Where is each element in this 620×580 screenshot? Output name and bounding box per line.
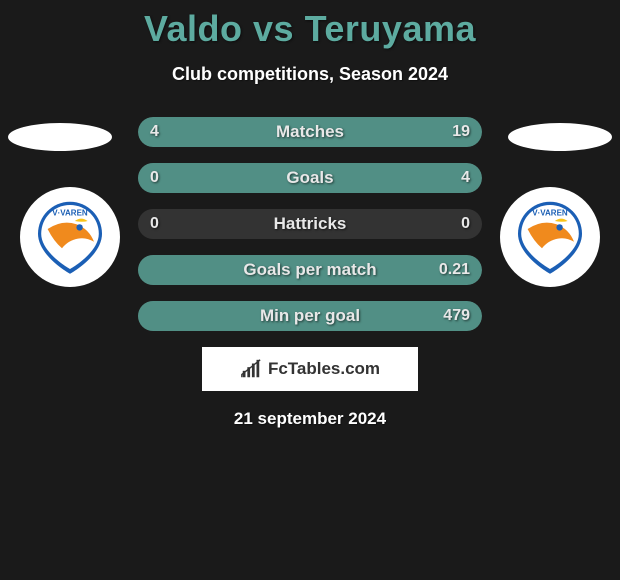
stat-label: Goals: [138, 163, 482, 193]
comparison-content: V·VAREN V·VAREN Matches419Goals04Hattric…: [0, 117, 620, 429]
stat-row: Hattricks0 0: [138, 209, 482, 239]
player-shadow-left: [8, 123, 112, 151]
stat-row: Matches4 19: [138, 117, 482, 147]
team-badge-right: V·VAREN: [500, 187, 600, 287]
footer-date: 21 september 2024: [0, 409, 620, 429]
stat-value-right: 479: [443, 301, 470, 331]
stat-label: Min per goal: [138, 301, 482, 331]
svg-text:V·VAREN: V·VAREN: [52, 208, 88, 217]
subtitle: Club competitions, Season 2024: [0, 64, 620, 85]
stat-value-left: 0: [150, 209, 159, 239]
stat-value-right: 4: [461, 163, 470, 193]
svg-text:V·VAREN: V·VAREN: [532, 208, 568, 217]
stat-row: Goals per match0.21: [138, 255, 482, 285]
stat-label: Goals per match: [138, 255, 482, 285]
branding-box: FcTables.com: [202, 347, 418, 391]
bar-chart-icon: [240, 358, 262, 380]
stat-row: Min per goal479: [138, 301, 482, 331]
player-shadow-right: [508, 123, 612, 151]
stats-container: Matches419Goals04Hattricks00Goals per ma…: [138, 117, 482, 331]
stat-label: Hattricks: [138, 209, 482, 239]
stat-value-right: 0: [461, 209, 470, 239]
stat-row: Goals0 4: [138, 163, 482, 193]
branding-text: FcTables.com: [268, 359, 380, 379]
team-badge-left: V·VAREN: [20, 187, 120, 287]
page-title: Valdo vs Teruyama: [0, 0, 620, 50]
stat-value-right: 19: [452, 117, 470, 147]
stat-value-right: 0.21: [439, 255, 470, 285]
stat-value-left: 0: [150, 163, 159, 193]
stat-value-left: 4: [150, 117, 159, 147]
vvaren-logo-icon: V·VAREN: [30, 197, 110, 277]
vvaren-logo-icon: V·VAREN: [510, 197, 590, 277]
stat-label: Matches: [138, 117, 482, 147]
